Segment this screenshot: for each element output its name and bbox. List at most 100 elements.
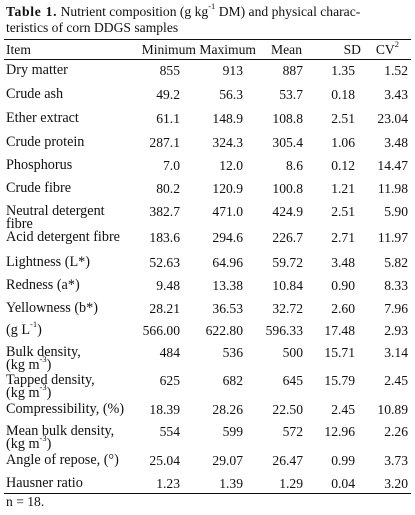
row-maximum: 36.53 <box>212 301 243 316</box>
footnote: n = 18. <box>6 494 45 509</box>
row-sd: 2.51 <box>331 111 355 126</box>
row-minimum: 484 <box>159 345 180 360</box>
row-maximum: 682 <box>222 373 243 388</box>
row-sd: 0.90 <box>331 278 355 293</box>
row-minimum: 625 <box>159 373 180 388</box>
row-mean: 59.72 <box>272 255 303 270</box>
header-sd: SD <box>343 42 361 57</box>
row-mean: 500 <box>282 345 303 360</box>
row-minimum: 382.7 <box>149 204 180 219</box>
row-minimum: 287.1 <box>149 135 180 150</box>
row-cv: 14.47 <box>377 158 408 173</box>
row-sd: 15.71 <box>324 345 355 360</box>
row-item: Phosphorus <box>6 157 73 173</box>
row-item: Bulk density, (kg m-3) <box>6 344 81 373</box>
row-mean: 32.72 <box>272 301 303 316</box>
table-label: Table 1. <box>6 4 58 19</box>
row-sd: 2.71 <box>331 230 355 245</box>
row-sd: 2.45 <box>331 402 355 417</box>
row-mean: 305.4 <box>272 135 303 150</box>
row-cv: 23.04 <box>377 111 408 126</box>
row-item: Yellowness (b*) <box>6 300 98 316</box>
row-maximum: 324.3 <box>212 135 243 150</box>
row-item: Crude fibre <box>6 180 72 196</box>
row-cv: 10.89 <box>377 402 408 417</box>
row-maximum: 29.07 <box>212 453 243 468</box>
row-item: Compressibility, (%) <box>6 401 125 417</box>
row-minimum: 554 <box>159 424 180 439</box>
row-sd: 0.99 <box>331 453 355 468</box>
row-minimum: 566.00 <box>142 323 180 338</box>
row-sd: 0.12 <box>331 158 355 173</box>
row-cv: 3.43 <box>384 87 408 102</box>
caption-text-line2: teristics of corn DDGS samples <box>6 20 179 35</box>
header-cv: CV2 <box>375 39 399 57</box>
row-mean: 8.6 <box>286 158 303 173</box>
row-cv: 5.82 <box>384 255 408 270</box>
row-mean: 53.7 <box>279 87 303 102</box>
row-item: Tapped density, (kg m-3) <box>6 372 95 401</box>
row-cv: 11.97 <box>377 230 408 245</box>
row-maximum: 913 <box>222 63 243 78</box>
row-cv: 11.98 <box>377 181 408 196</box>
row-item: Crude ash <box>6 86 64 102</box>
row-cv: 3.20 <box>384 476 408 491</box>
row-mean: 887 <box>282 63 303 78</box>
table-caption: Table 1. Nutrient composition (g kg-1 DM… <box>6 1 411 36</box>
row-item: Redness (a*) <box>6 277 80 293</box>
row-minimum: 49.2 <box>156 87 180 102</box>
row-maximum: 294.6 <box>212 230 243 245</box>
row-minimum: 80.2 <box>156 181 180 196</box>
caption-text-a: Nutrient composition (g kg <box>57 4 209 19</box>
row-cv: 2.93 <box>384 323 408 338</box>
row-maximum: 599 <box>222 424 243 439</box>
row-sd: 2.60 <box>331 301 355 316</box>
row-maximum: 536 <box>222 345 243 360</box>
row-item: Neutral detergent fibre <box>6 203 105 232</box>
row-sd: 3.48 <box>331 255 355 270</box>
row-minimum: 183.6 <box>149 230 180 245</box>
row-cv: 3.48 <box>384 135 408 150</box>
header-mean: Mean <box>271 42 302 57</box>
row-mean: 22.50 <box>272 402 303 417</box>
row-mean: 108.8 <box>272 111 303 126</box>
row-mean: 1.29 <box>279 476 303 491</box>
row-minimum: 855 <box>159 63 180 78</box>
row-minimum: 9.48 <box>156 278 180 293</box>
row-cv: 7.96 <box>384 301 408 316</box>
row-maximum: 120.9 <box>212 181 243 196</box>
row-item: (g L-1) <box>6 319 42 338</box>
row-minimum: 52.63 <box>149 255 180 270</box>
row-maximum: 471.0 <box>212 204 243 219</box>
row-cv: 2.45 <box>384 373 408 388</box>
header-minimum: Minimum <box>141 42 196 57</box>
row-maximum: 148.9 <box>212 111 243 126</box>
row-minimum: 1.23 <box>156 476 180 491</box>
row-minimum: 7.0 <box>163 158 180 173</box>
row-cv: 2.26 <box>384 424 408 439</box>
row-mean: 645 <box>282 373 303 388</box>
row-cv: 3.14 <box>384 345 408 360</box>
top-rule <box>4 39 411 41</box>
row-minimum: 61.1 <box>156 111 180 126</box>
row-sd: 0.18 <box>331 87 355 102</box>
row-maximum: 1.39 <box>219 476 243 491</box>
caption-superscript: -1 <box>208 1 216 12</box>
row-maximum: 64.96 <box>212 255 243 270</box>
row-cv: 3.73 <box>384 453 408 468</box>
header-item: Item <box>6 42 31 57</box>
row-minimum: 25.04 <box>149 453 180 468</box>
row-sd: 12.96 <box>324 424 355 439</box>
row-mean: 226.7 <box>272 230 303 245</box>
row-mean: 596.33 <box>265 323 303 338</box>
row-maximum: 13.38 <box>212 278 243 293</box>
row-item: Crude protein <box>6 134 85 150</box>
row-sd: 1.35 <box>331 63 355 78</box>
row-sd: 2.51 <box>331 204 355 219</box>
header-rule <box>4 59 411 60</box>
row-maximum: 622.80 <box>205 323 243 338</box>
row-maximum: 28.26 <box>212 402 243 417</box>
row-item: Acid detergent fibre <box>6 229 120 245</box>
row-minimum: 28.21 <box>149 301 180 316</box>
row-mean: 26.47 <box>272 453 303 468</box>
